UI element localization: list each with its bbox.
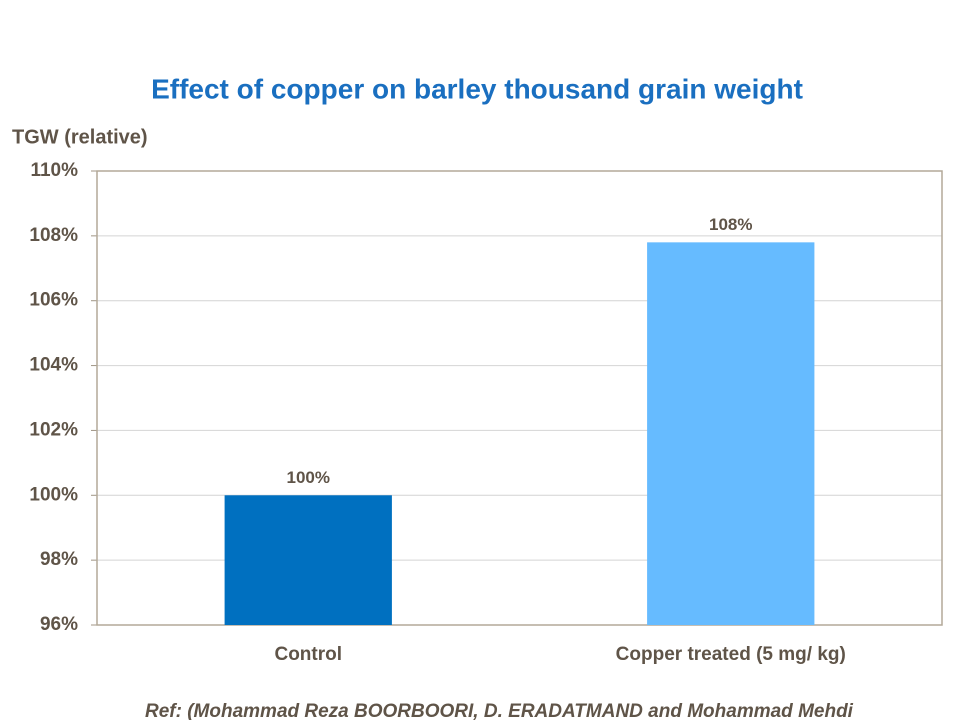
x-tick-label: Control [274, 644, 342, 665]
y-tick-label: 104% [29, 355, 78, 376]
plot-frame [96, 170, 943, 626]
y-tick-label: 110% [30, 160, 78, 181]
y-tick-label: 100% [29, 484, 78, 505]
x-tick-label: Copper treated (5 mg/ kg) [616, 644, 846, 665]
bar [224, 495, 392, 625]
y-tick-label: 102% [29, 419, 78, 440]
bar [647, 242, 815, 626]
y-tick-label: 98% [40, 549, 78, 570]
y-axis-label: TGW (relative) [12, 126, 148, 148]
reference-note: Ref: (Mohammad Reza BOORBOORI, D. ERADAT… [145, 701, 854, 720]
value-label: 100% [287, 468, 330, 487]
value-label: 108% [709, 215, 752, 234]
y-tick-label: 108% [29, 225, 78, 246]
chart-title: Effect of copper on barley thousand grai… [151, 73, 803, 104]
y-tick-label: 106% [29, 290, 78, 311]
y-tick-label: 96% [40, 614, 78, 635]
